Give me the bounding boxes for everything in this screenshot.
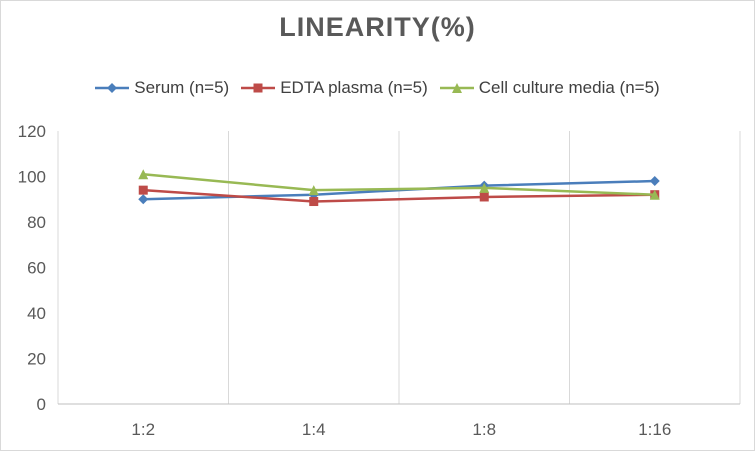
x-tick-label: 1:8 (472, 420, 496, 439)
y-tick-label: 60 (27, 259, 46, 278)
data-point-triangle (138, 169, 149, 180)
y-tick-label: 0 (37, 395, 46, 414)
data-point-triangle (479, 182, 490, 193)
legend-item-edta-plasma: EDTA plasma (n=5) (241, 78, 428, 98)
data-point-diamond (138, 194, 149, 205)
legend-marker-cell-culture-media (439, 83, 474, 93)
chart-title: LINEARITY(%) (279, 12, 476, 42)
data-point-diamond (649, 176, 660, 187)
legend-item-cell-culture-media: Cell culture media (n=5) (439, 78, 660, 98)
data-point-square (138, 185, 148, 195)
y-tick-label: 80 (27, 213, 46, 232)
data-point-triangle (649, 189, 660, 200)
data-point-square (309, 197, 319, 207)
y-tick-label: 20 (27, 350, 46, 369)
y-tick-label: 120 (18, 122, 46, 141)
legend-label-cell-culture-media: Cell culture media (n=5) (478, 78, 660, 97)
legend-marker-edta-plasma (241, 83, 276, 93)
legend-item-serum: Serum (n=5) (95, 78, 229, 98)
chart-legend: Serum (n=5) EDTA plasma (n=5) Cell cultu… (0, 78, 755, 98)
x-tick-label: 1:16 (638, 420, 671, 439)
x-tick-label: 1:2 (131, 420, 155, 439)
legend-label-serum: Serum (n=5) (134, 78, 230, 97)
data-point-square (479, 192, 489, 202)
legend-label-edta-plasma: EDTA plasma (n=5) (280, 78, 428, 97)
series-line-2 (143, 172, 655, 196)
series-line-1 (143, 188, 655, 203)
legend-marker-serum (95, 83, 130, 93)
data-point-triangle (308, 185, 319, 196)
y-tick-label: 100 (18, 168, 46, 187)
y-tick-label: 40 (27, 304, 46, 323)
x-tick-label: 1:4 (302, 420, 326, 439)
